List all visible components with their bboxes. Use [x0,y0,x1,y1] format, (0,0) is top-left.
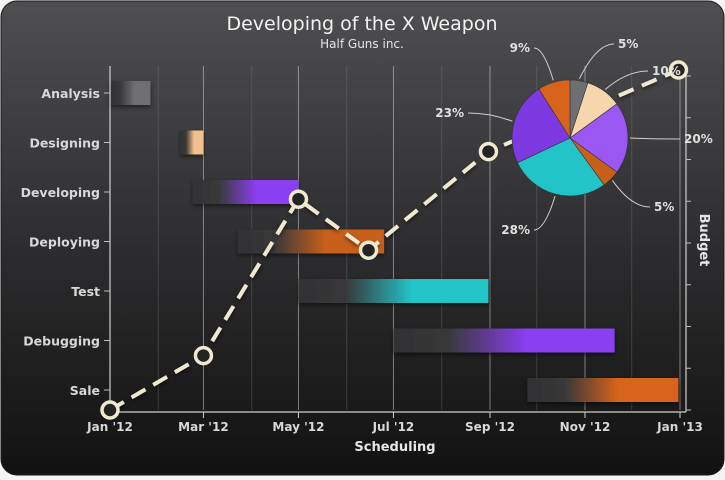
pie-connector [467,112,513,122]
gantt-bar-test [298,279,489,303]
y-tick-label: Test [71,284,100,299]
gantt-bar-designing [180,130,204,155]
y2-axis-title: Budget [696,214,711,267]
budget-line-series [100,60,689,420]
x-tick-label: May '12 [272,420,324,434]
pie-connector [578,43,615,79]
y-tick-label: Developing [21,185,100,200]
budget-point [358,240,379,260]
pie-label: 10% [652,64,681,78]
pie-connector [629,137,681,140]
pie-connector [533,195,556,231]
budget-line [108,68,680,412]
pie-label: 20% [684,132,713,146]
gantt-bar-sale [527,378,679,402]
y-tick-label: Debugging [23,334,100,349]
gantt-bar-analysis [110,81,151,105]
x-tick-label: Jul '12 [372,420,415,434]
x-tick-label: Sep '12 [465,420,515,434]
chart-title: Developing of the X Weapon [226,13,497,35]
pie-slice [569,103,629,173]
pie-slice [517,137,605,197]
pie-connector [533,47,554,81]
y-tick-label: Sale [70,383,100,398]
pie-slice [511,88,571,164]
x-tick-label: Jan '13 [656,420,703,434]
pie-label: 23% [435,106,464,120]
axes: Analysis Designing Developing Deploying Test… [21,66,703,434]
gridlines [109,66,681,410]
y-tick-label: Deploying [29,235,100,250]
x-axis-title: Scheduling [354,440,435,455]
x-tick-label: Mar '12 [178,420,229,434]
pie-connector [612,180,651,208]
budget-point [100,400,120,420]
y-tick-label: Analysis [41,86,100,101]
pie-connector [604,70,649,90]
pie-slice [538,79,571,140]
x-tick-label: Nov '12 [560,420,611,434]
x-tick-label: Jan '12 [86,420,133,434]
pie-label: 28% [501,223,530,237]
budget-point [478,141,499,162]
chart-subtitle: Half Guns inc. [320,37,404,51]
budget-point [668,60,689,80]
pie-label: 5% [618,37,638,51]
pie-label: 5% [654,200,674,214]
budget-point [193,345,214,366]
y-tick-label: Designing [29,136,100,151]
pie-label: 9% [510,41,530,55]
pie-chart: 5% 10% 20% 5% 28% 23% 9% [435,37,712,237]
budget-point [288,189,309,209]
gantt-bar-debugging [393,328,615,353]
gantt-bar-developing [192,180,299,204]
